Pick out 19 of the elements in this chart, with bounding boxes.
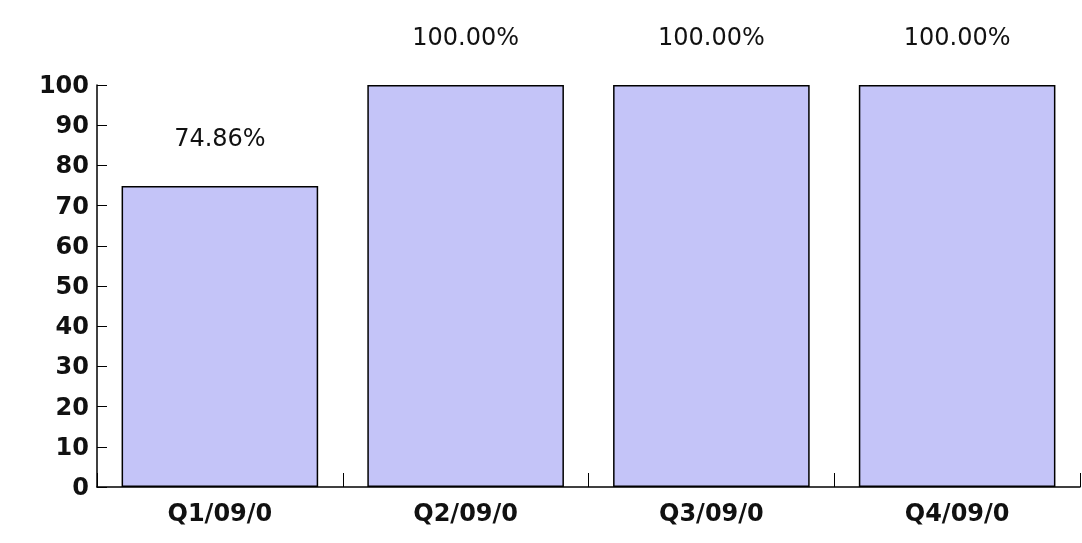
y-tick-label: 70 [55, 191, 89, 220]
y-tick-label: 60 [55, 231, 89, 260]
y-tick-label: 20 [55, 392, 89, 421]
x-tick-label: Q2/09/0 [413, 499, 518, 527]
data-label: 74.86% [174, 124, 266, 153]
x-tick-label: Q3/09/0 [659, 499, 764, 527]
y-tick-label: 30 [55, 352, 89, 381]
y-tick-label: 90 [55, 111, 89, 140]
y-tick-label: 40 [55, 312, 89, 341]
y-tick-label: 10 [55, 432, 89, 461]
y-tick-label: 100 [38, 71, 89, 99]
x-tick-label: Q4/09/0 [904, 499, 1010, 527]
y-tick-label: 0 [72, 473, 89, 501]
data-label: 100.00% [657, 23, 765, 51]
x-tick-label: Q1/09/0 [167, 499, 273, 527]
data-label: 100.00% [903, 23, 1011, 51]
y-tick-label: 50 [55, 272, 89, 300]
data-label: 100.00% [412, 23, 520, 51]
y-tick-label: 80 [55, 151, 89, 180]
